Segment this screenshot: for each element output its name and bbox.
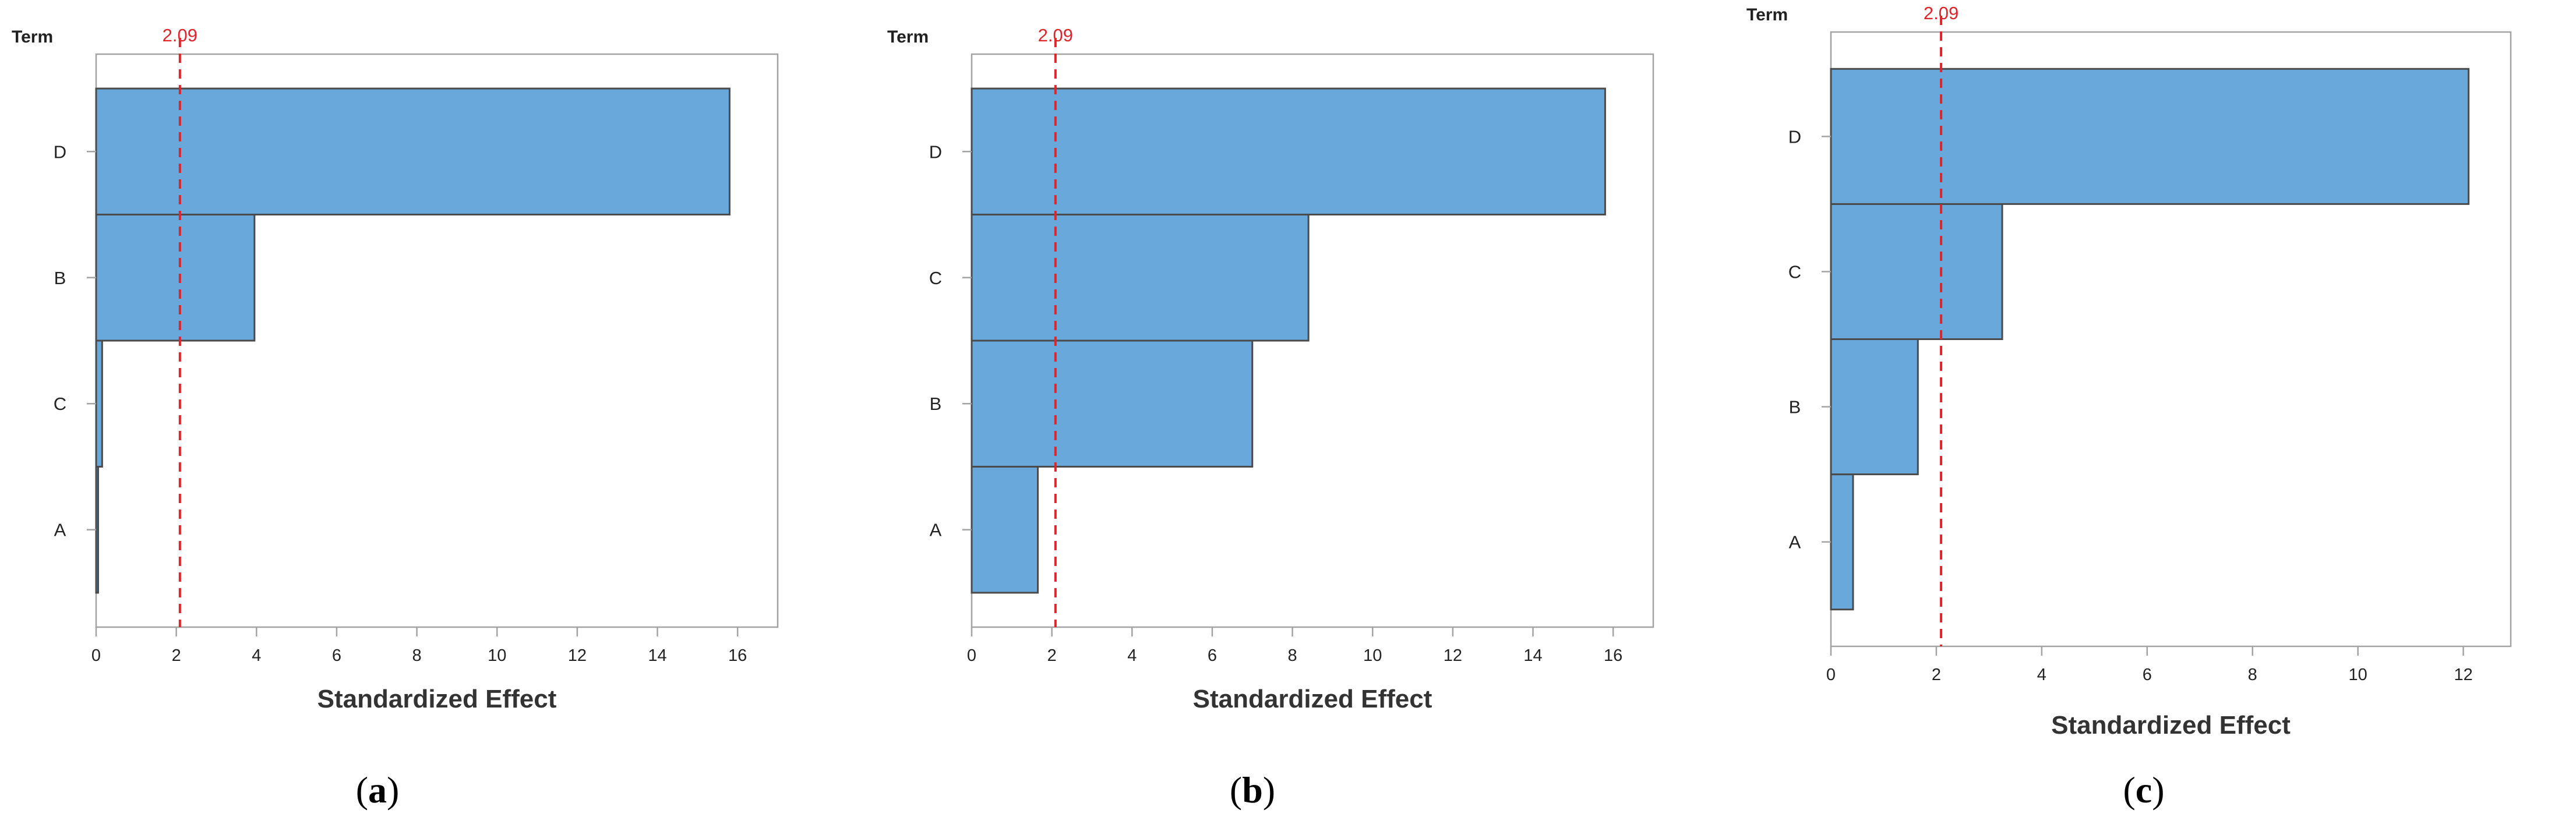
x-tick-label: 4 bbox=[1127, 646, 1137, 665]
term-label-A: A bbox=[1789, 532, 1801, 553]
x-tick-label: 10 bbox=[2349, 666, 2367, 684]
x-tick-label: 6 bbox=[2143, 666, 2152, 684]
y-axis-title: Term bbox=[1746, 5, 1788, 24]
bar-C bbox=[971, 214, 1310, 342]
bar-D bbox=[971, 87, 1606, 216]
x-tick-label: 2 bbox=[1932, 666, 1941, 684]
x-tick-label: 2 bbox=[172, 646, 181, 665]
term-label-C: C bbox=[54, 394, 66, 414]
term-label-D: D bbox=[1788, 126, 1801, 147]
x-tick-label: 8 bbox=[2248, 666, 2257, 684]
term-label-B: B bbox=[1789, 397, 1801, 418]
x-tick-label: 16 bbox=[728, 646, 747, 665]
chart-panel-a: A C B D 2.09 0 2 4 6 8 10 12 14 16 Term Standardized Ef… bbox=[12, 25, 779, 811]
x-tick-label: 12 bbox=[568, 646, 587, 665]
x-tick-label: 14 bbox=[1523, 646, 1542, 665]
x-tick-label: 4 bbox=[252, 646, 261, 665]
x-tick-label: 8 bbox=[1288, 646, 1297, 665]
chart-panel-c: A B C D 2.09 0 2 4 6 8 10 12 Term Standardized Effect… bbox=[1746, 3, 2512, 811]
bar-C bbox=[1830, 203, 2003, 340]
term-label-A: A bbox=[930, 520, 942, 540]
x-tick-label: 10 bbox=[1363, 646, 1382, 665]
reference-line-label: 2.09 bbox=[163, 25, 197, 45]
reference-line-label: 2.09 bbox=[1924, 3, 1959, 23]
x-tick-label: 16 bbox=[1604, 646, 1622, 665]
term-label-A: A bbox=[54, 520, 66, 540]
x-tick-label: 14 bbox=[648, 646, 666, 665]
x-axis-title: Standardized Effect bbox=[1193, 685, 1432, 713]
panel-letter: b bbox=[1242, 769, 1263, 811]
term-label-D: D bbox=[929, 141, 942, 162]
bar-A bbox=[1830, 473, 1854, 611]
term-label-B: B bbox=[54, 268, 66, 288]
bar-A bbox=[971, 465, 1039, 594]
x-tick-label: 10 bbox=[488, 646, 506, 665]
term-label-C: C bbox=[1788, 261, 1801, 282]
x-tick-label: 6 bbox=[332, 646, 341, 665]
x-tick-label: 8 bbox=[412, 646, 422, 665]
x-tick-label: 0 bbox=[1826, 666, 1836, 684]
x-tick-label: 4 bbox=[2037, 666, 2046, 684]
bar-D bbox=[1830, 68, 2470, 205]
x-axis-title: Standardized Effect bbox=[2051, 711, 2291, 740]
x-tick-label: 12 bbox=[1444, 646, 1462, 665]
chart-panel-b: A B C D 2.09 0 2 4 6 8 10 12 14 16 Term Standardized Ef… bbox=[887, 25, 1654, 811]
bar-B bbox=[971, 339, 1254, 468]
x-tick-label: 2 bbox=[1047, 646, 1057, 665]
x-axis-title: Standardized Effect bbox=[317, 685, 557, 713]
x-tick-label: 12 bbox=[2454, 666, 2472, 684]
panel-letter: c bbox=[2136, 769, 2152, 811]
term-label-D: D bbox=[54, 141, 66, 162]
x-tick-label: 0 bbox=[91, 646, 101, 665]
term-label-C: C bbox=[929, 268, 942, 288]
y-axis-title: Term bbox=[887, 27, 929, 47]
y-axis-title: Term bbox=[12, 27, 53, 47]
bar-B bbox=[1830, 338, 1919, 476]
bar-C bbox=[95, 339, 103, 468]
bar-D bbox=[95, 87, 731, 216]
panel-label: (b) bbox=[1230, 769, 1275, 811]
panel-label: (a) bbox=[356, 769, 400, 811]
bar-A bbox=[95, 465, 99, 594]
bar-B bbox=[95, 214, 256, 342]
x-tick-label: 0 bbox=[967, 646, 976, 665]
x-tick-label: 6 bbox=[1208, 646, 1217, 665]
reference-line-label: 2.09 bbox=[1038, 25, 1073, 45]
panel-letter: a bbox=[368, 769, 387, 811]
panel-label: (c) bbox=[2123, 769, 2164, 811]
term-label-B: B bbox=[930, 394, 942, 414]
